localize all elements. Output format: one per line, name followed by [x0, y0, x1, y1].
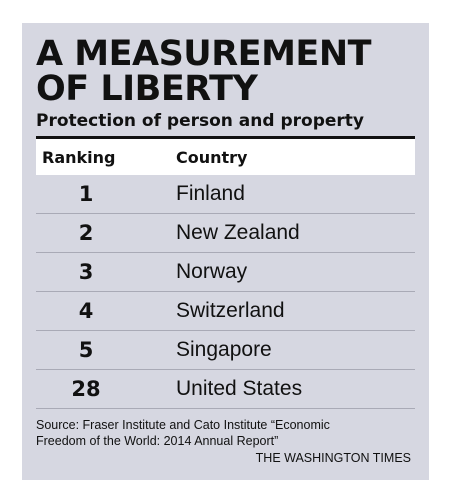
column-header-country: Country	[176, 147, 248, 167]
table-row: 4 Switzerland	[36, 292, 415, 331]
country-cell: Singapore	[176, 338, 272, 361]
country-cell: Norway	[176, 260, 248, 283]
country-cell: Switzerland	[176, 299, 285, 322]
source-note: Source: Fraser Institute and Cato Instit…	[36, 418, 330, 448]
table-row: 28 United States	[36, 370, 415, 409]
rank-cell: 5	[78, 338, 94, 362]
table-header-row: Ranking Country	[36, 139, 415, 175]
rank-cell: 3	[78, 260, 94, 284]
rank-cell: 1	[78, 182, 94, 206]
table-row: 1 Finland	[36, 175, 415, 214]
publisher-credit: THE WASHINGTON TIMES	[255, 451, 411, 465]
infographic-card: A MEASUREMENT OF LIBERTY Protection of p…	[22, 23, 429, 480]
rank-cell: 4	[78, 299, 94, 323]
country-cell: United States	[176, 377, 303, 400]
country-cell: Finland	[176, 182, 245, 205]
chart-title: A MEASUREMENT OF LIBERTY	[36, 34, 372, 109]
column-header-ranking: Ranking	[42, 147, 116, 167]
table-row: 5 Singapore	[36, 331, 415, 370]
rank-cell: 28	[71, 377, 101, 401]
chart-subtitle: Protection of person and property	[36, 111, 364, 131]
country-cell: New Zealand	[176, 221, 300, 244]
rank-cell: 2	[78, 221, 94, 245]
table-row: 3 Norway	[36, 253, 415, 292]
table-row: 2 New Zealand	[36, 214, 415, 253]
ranking-table: Ranking Country 1 Finland 2 New Zealand …	[36, 136, 415, 409]
